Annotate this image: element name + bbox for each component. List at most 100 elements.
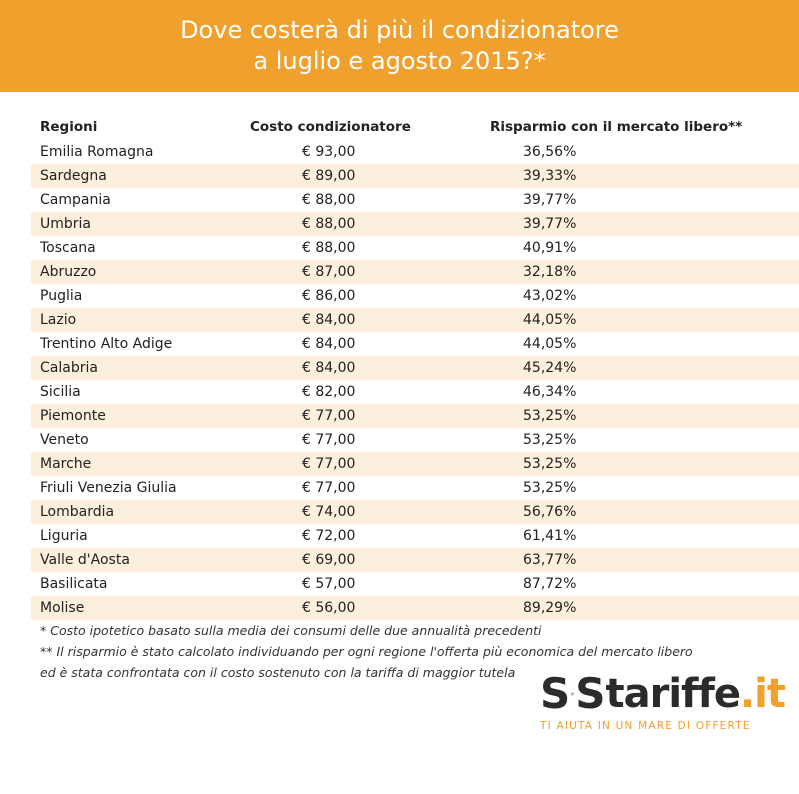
cell-costo: € 69,00 <box>302 552 356 568</box>
cell-costo: € 88,00 <box>302 216 356 232</box>
table-row: Calabria € 84,00 45,24% <box>31 356 799 380</box>
table-row: Veneto € 77,00 53,25% <box>31 428 799 452</box>
cell-risparmio: 56,76% <box>523 504 577 520</box>
cell-costo: € 84,00 <box>302 336 356 352</box>
table-row: Basilicata € 57,00 87,72% <box>31 572 799 596</box>
cell-risparmio: 40,91% <box>523 240 577 256</box>
cell-risparmio: 87,72% <box>523 576 577 592</box>
cell-costo: € 88,00 <box>302 192 356 208</box>
cell-costo: € 84,00 <box>302 312 356 328</box>
logo-tld: .it <box>739 671 786 717</box>
cell-risparmio: 53,25% <box>523 432 577 448</box>
cell-costo: € 77,00 <box>302 456 356 472</box>
table-row: Valle d'Aosta € 69,00 63,77% <box>31 548 799 572</box>
cell-costo: € 89,00 <box>302 168 356 184</box>
cell-risparmio: 53,25% <box>523 480 577 496</box>
table-row: Molise € 56,00 89,29% <box>31 596 799 620</box>
logo-word: tariffe <box>605 671 740 717</box>
cell-risparmio: 63,77% <box>523 552 577 568</box>
footnote-1: * Costo ipotetico basato sulla media dei… <box>40 623 542 638</box>
table-row: Lazio € 84,00 44,05% <box>31 308 799 332</box>
table-row: Liguria € 72,00 61,41% <box>31 524 799 548</box>
cell-regione: Umbria <box>40 216 91 232</box>
cell-regione: Friuli Venezia Giulia <box>40 480 177 496</box>
cell-costo: € 72,00 <box>302 528 356 544</box>
title-line-2: a luglio e agosto 2015?* <box>253 47 546 75</box>
table-row: Trentino Alto Adige € 84,00 44,05% <box>31 332 799 356</box>
cell-regione: Puglia <box>40 288 83 304</box>
table-row: Emilia Romagna € 93,00 36,56% <box>31 140 799 164</box>
cell-risparmio: 89,29% <box>523 600 577 616</box>
cost-table: Regioni Costo condizionatore Risparmio c… <box>31 114 799 620</box>
table-row: Lombardia € 74,00 56,76% <box>31 500 799 524</box>
cell-regione: Trentino Alto Adige <box>40 336 173 352</box>
cell-costo: € 77,00 <box>302 408 356 424</box>
cell-risparmio: 61,41% <box>523 528 577 544</box>
cell-costo: € 88,00 <box>302 240 356 256</box>
cell-risparmio: 39,33% <box>523 168 577 184</box>
table-row: Abruzzo € 87,00 32,18% <box>31 260 799 284</box>
cell-risparmio: 53,25% <box>523 408 577 424</box>
cell-risparmio: 44,05% <box>523 336 577 352</box>
cell-regione: Marche <box>40 456 92 472</box>
cell-regione: Veneto <box>40 432 89 448</box>
table-row: Friuli Venezia Giulia € 77,00 53,25% <box>31 476 799 500</box>
cell-costo: € 56,00 <box>302 600 356 616</box>
cell-risparmio: 39,77% <box>523 192 577 208</box>
cell-costo: € 93,00 <box>302 144 356 160</box>
cell-risparmio: 39,77% <box>523 216 577 232</box>
cell-regione: Molise <box>40 600 85 616</box>
cell-regione: Lazio <box>40 312 77 328</box>
table-body: Emilia Romagna € 93,00 36,56% Sardegna € 89,… <box>31 140 799 620</box>
column-header-costo: Costo condizionatore <box>250 119 411 135</box>
cell-regione: Calabria <box>40 360 98 376</box>
cell-risparmio: 36,56% <box>523 144 577 160</box>
cell-regione: Sicilia <box>40 384 81 400</box>
cell-risparmio: 46,34% <box>523 384 577 400</box>
cell-risparmio: 43,02% <box>523 288 577 304</box>
footnotes: * Costo ipotetico basato sulla media dei… <box>40 620 693 683</box>
column-header-regioni: Regioni <box>40 119 98 135</box>
sostariffe-logo: S S tariffe .it TI AIUTA IN UN MARE DI O… <box>540 669 786 740</box>
logo-letter-s-2: S <box>575 669 606 718</box>
table-row: Sardegna € 89,00 39,33% <box>31 164 799 188</box>
cell-regione: Sardegna <box>40 168 107 184</box>
cell-risparmio: 32,18% <box>523 264 577 280</box>
cell-costo: € 82,00 <box>302 384 356 400</box>
title-line-1: Dove costerà di più il condizionatore <box>180 16 619 44</box>
cell-regione: Valle d'Aosta <box>40 552 130 568</box>
column-header-risparmio: Risparmio con il mercato libero** <box>490 119 743 135</box>
title-banner: Dove costerà di più il condizionatore a … <box>0 0 799 92</box>
logo-letter-s: S <box>540 669 571 718</box>
cell-regione: Piemonte <box>40 408 106 424</box>
table-header-row: Regioni Costo condizionatore Risparmio c… <box>31 114 799 140</box>
table-row: Piemonte € 77,00 53,25% <box>31 404 799 428</box>
cell-regione: Liguria <box>40 528 88 544</box>
cell-costo: € 74,00 <box>302 504 356 520</box>
footnote-2: ** Il risparmio è stato calcolato indivi… <box>40 644 693 659</box>
cell-risparmio: 53,25% <box>523 456 577 472</box>
cell-costo: € 77,00 <box>302 432 356 448</box>
table-row: Toscana € 88,00 40,91% <box>31 236 799 260</box>
cell-risparmio: 44,05% <box>523 312 577 328</box>
cell-costo: € 57,00 <box>302 576 356 592</box>
logo-tagline: TI AIUTA IN UN MARE DI OFFERTE <box>540 720 751 732</box>
cell-costo: € 84,00 <box>302 360 356 376</box>
cell-regione: Abruzzo <box>40 264 97 280</box>
cell-risparmio: 45,24% <box>523 360 577 376</box>
cell-costo: € 86,00 <box>302 288 356 304</box>
cell-regione: Toscana <box>40 240 96 256</box>
lifebuoy-icon <box>571 692 575 696</box>
cell-costo: € 87,00 <box>302 264 356 280</box>
table-row: Campania € 88,00 39,77% <box>31 188 799 212</box>
cell-regione: Basilicata <box>40 576 108 592</box>
footnote-3: ed è stata confrontata con il costo sost… <box>40 665 516 680</box>
table-row: Puglia € 86,00 43,02% <box>31 284 799 308</box>
cell-regione: Campania <box>40 192 111 208</box>
table-row: Marche € 77,00 53,25% <box>31 452 799 476</box>
cell-regione: Emilia Romagna <box>40 144 154 160</box>
cell-costo: € 77,00 <box>302 480 356 496</box>
table-row: Umbria € 88,00 39,77% <box>31 212 799 236</box>
cell-regione: Lombardia <box>40 504 115 520</box>
table-row: Sicilia € 82,00 46,34% <box>31 380 799 404</box>
